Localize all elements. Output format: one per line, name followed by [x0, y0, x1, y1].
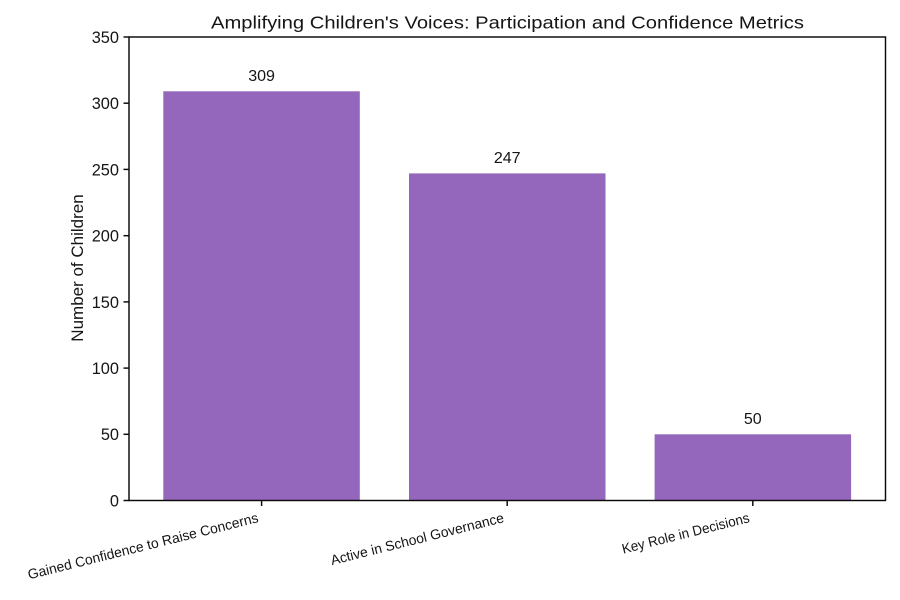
svg-text:247: 247	[494, 149, 521, 167]
svg-text:350: 350	[92, 29, 119, 47]
svg-text:Amplifying Children's Voices:: Amplifying Children's Voices: Participat…	[211, 13, 804, 33]
svg-text:150: 150	[92, 294, 119, 312]
svg-text:250: 250	[92, 161, 119, 179]
svg-text:50: 50	[744, 410, 762, 428]
svg-text:309: 309	[248, 67, 275, 85]
svg-text:300: 300	[92, 95, 119, 113]
svg-text:Number of Children: Number of Children	[68, 194, 87, 341]
svg-text:100: 100	[92, 360, 119, 378]
svg-text:200: 200	[92, 228, 119, 246]
svg-text:50: 50	[101, 426, 119, 444]
svg-text:0: 0	[110, 492, 119, 510]
